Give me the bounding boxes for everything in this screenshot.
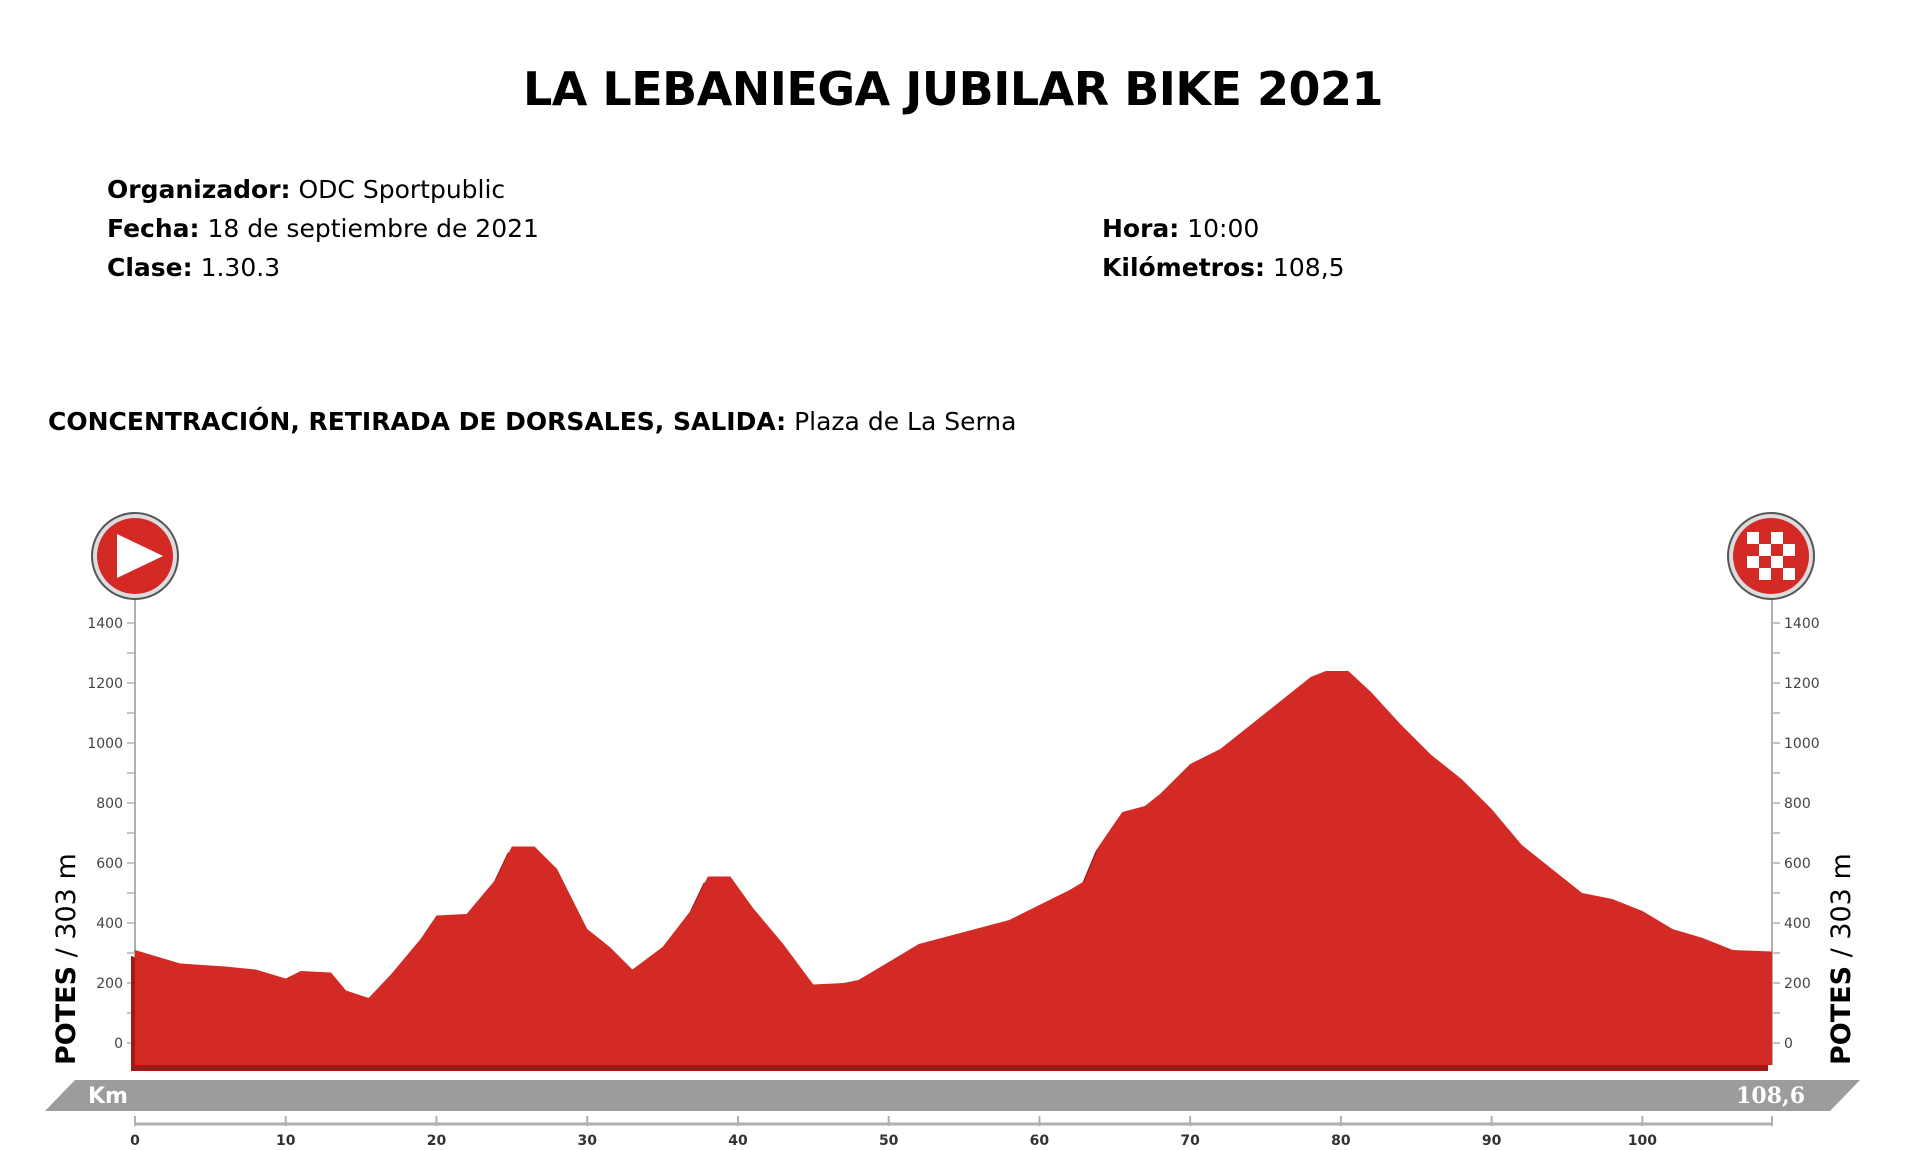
y-tick-label: 1000 [1784,736,1820,752]
km-row: Kilómetros: 108,5 [1102,248,1345,287]
class-row: Clase: 1.30.3 [107,248,539,287]
total-distance-label: 108,6 [1736,1083,1805,1109]
class-value: 1.30.3 [200,253,281,282]
checker-square [1759,568,1771,580]
start-location-label: CONCENTRACIÓN, RETIRADA DE DORSALES, SAL… [48,407,787,436]
checker-square [1759,544,1771,556]
y-axis-label-right: POTES / 303 m [1826,853,1857,1065]
checker-square [1771,556,1783,568]
y-tick-label: 0 [1784,1036,1793,1052]
checker-square [1783,568,1795,580]
start-location: CONCENTRACIÓN, RETIRADA DE DORSALES, SAL… [48,402,1016,441]
x-tick-label: 0 [130,1133,140,1149]
x-tick-label: 20 [427,1133,447,1149]
y-tick-label: 600 [1784,856,1811,872]
y-tick-label: 1000 [87,736,123,752]
x-tick-label: 50 [879,1133,899,1149]
x-tick-label: 10 [276,1133,296,1149]
y-tick-label: 600 [96,856,123,872]
time-row: Hora: 10:00 [1102,209,1345,248]
y-tick-label: 400 [96,916,123,932]
start-location-value: Plaza de La Serna [794,407,1017,436]
date-value: 18 de septiembre de 2021 [207,214,539,243]
km-bar-label: Km [88,1084,128,1109]
organizer-value: ODC Sportpublic [298,175,506,204]
y-tick-label: 0 [114,1036,123,1052]
y-tick-label: 200 [96,976,123,992]
class-label: Clase: [107,253,193,282]
y-tick-label: 400 [1784,916,1811,932]
x-tick-label: 40 [728,1133,748,1149]
x-tick-label: 100 [1628,1133,1657,1149]
y-tick-label: 1400 [87,616,123,632]
start-play-icon [91,512,179,600]
finish-checkered-flag-icon [1727,512,1815,600]
y-tick-label: 200 [1784,976,1811,992]
y-tick-label: 1200 [87,676,123,692]
y-tick-label: 800 [96,796,123,812]
y-axis-right: 0 200 400 600 800 1000 1200 1400 [1771,595,1820,1065]
x-tick-label: 30 [577,1133,597,1149]
km-label: Kilómetros: [1102,253,1266,282]
x-tick-label: 80 [1331,1133,1351,1149]
x-tick-label: 70 [1180,1133,1200,1149]
y-tick-label: 800 [1784,796,1811,812]
organizer-label: Organizador: [107,175,291,204]
page-title: LA LEBANIEGA JUBILAR BIKE 2021 [522,62,1384,116]
y-tick-label: 1400 [1784,616,1820,632]
x-tick-label: 90 [1482,1133,1502,1149]
y-tick-label: 1200 [1784,676,1820,692]
date-row: Fecha: 18 de septiembre de 2021 [107,209,539,248]
time-label: Hora: [1102,214,1180,243]
checker-square [1783,544,1795,556]
elevation-area [135,671,1772,1065]
km-bar [45,1080,1860,1111]
x-tick-label: 60 [1030,1133,1050,1149]
y-axis-label-left: POTES / 303 m [51,853,82,1065]
checker-square [1747,556,1759,568]
checker-square [1747,532,1759,544]
km-value: 108,5 [1272,253,1345,282]
checker-square [1771,532,1783,544]
info-right: Hora: 10:00 Kilómetros: 108,5 [1102,209,1345,287]
time-value: 10:00 [1187,214,1260,243]
date-label: Fecha: [107,214,200,243]
info-left: Organizador: ODC Sportpublic Fecha: 18 d… [107,170,539,287]
y-axis-left: 0 200 400 600 800 1000 1200 1400 [87,595,136,1065]
x-axis: 0 10 20 30 40 50 60 70 80 90 100 [130,1116,1773,1149]
organizer-row: Organizador: ODC Sportpublic [107,170,539,209]
